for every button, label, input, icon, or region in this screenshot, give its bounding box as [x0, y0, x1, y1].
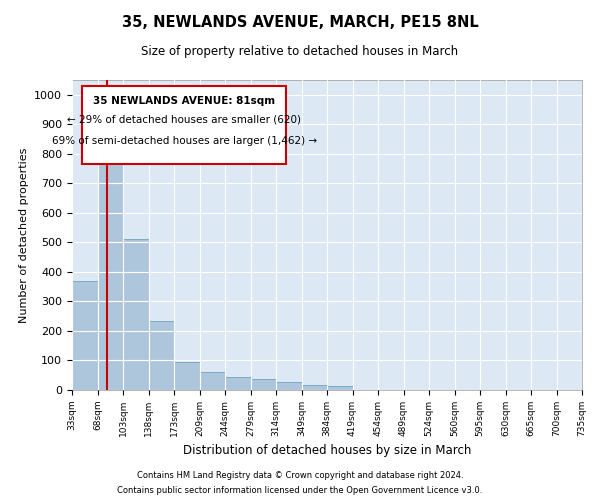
- Text: Contains public sector information licensed under the Open Government Licence v3: Contains public sector information licen…: [118, 486, 482, 495]
- Bar: [72, 281, 97, 390]
- Bar: [199, 372, 225, 390]
- Text: 35, NEWLANDS AVENUE, MARCH, PE15 8NL: 35, NEWLANDS AVENUE, MARCH, PE15 8NL: [122, 15, 478, 30]
- Text: Size of property relative to detached houses in March: Size of property relative to detached ho…: [142, 45, 458, 58]
- Bar: [149, 320, 174, 390]
- Bar: [327, 386, 353, 390]
- Text: ← 29% of detached houses are smaller (620): ← 29% of detached houses are smaller (62…: [67, 114, 301, 124]
- Text: 69% of semi-detached houses are larger (1,462) →: 69% of semi-detached houses are larger (…: [52, 136, 317, 146]
- Y-axis label: Number of detached properties: Number of detached properties: [19, 148, 29, 322]
- X-axis label: Distribution of detached houses by size in March: Distribution of detached houses by size …: [183, 444, 471, 458]
- Bar: [174, 362, 199, 390]
- Text: 35 NEWLANDS AVENUE: 81sqm: 35 NEWLANDS AVENUE: 81sqm: [93, 96, 275, 106]
- Text: Contains HM Land Registry data © Crown copyright and database right 2024.: Contains HM Land Registry data © Crown c…: [137, 471, 463, 480]
- FancyBboxPatch shape: [82, 86, 286, 164]
- Bar: [302, 384, 327, 390]
- Bar: [225, 376, 251, 390]
- Bar: [251, 379, 276, 390]
- Bar: [123, 240, 149, 390]
- Bar: [276, 382, 302, 390]
- Bar: [97, 148, 123, 390]
